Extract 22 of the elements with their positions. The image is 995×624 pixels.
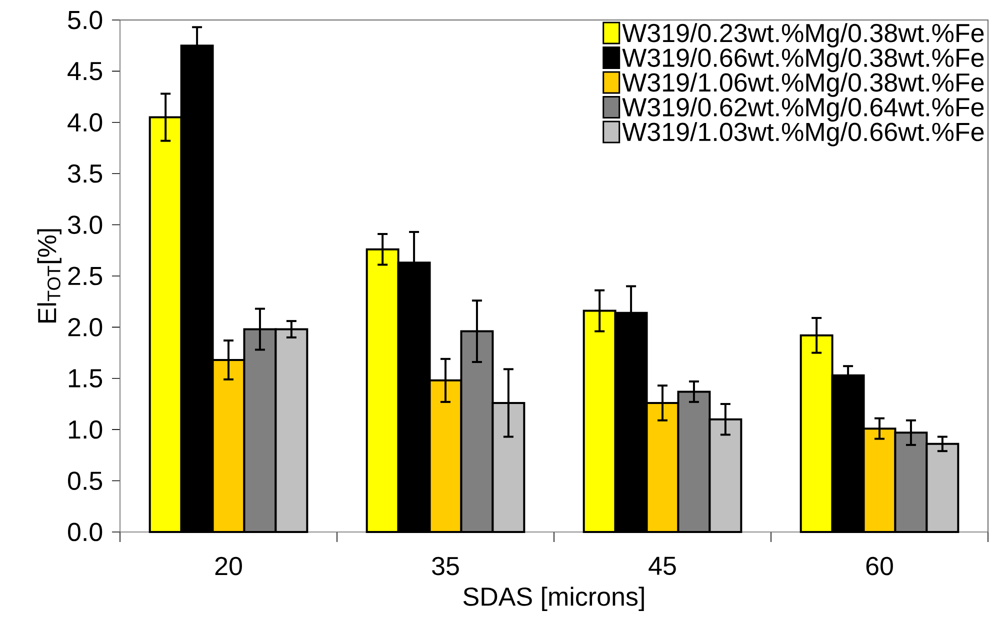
x-tick-label: 60 [866, 556, 893, 576]
y-tick-label: 4.0 [68, 113, 102, 132]
y-tick-label: 3.5 [68, 164, 102, 183]
y-tick-label: 1.5 [68, 369, 102, 388]
legend-label: W319/0.23wt.%Mg/0.38wt.%Fe [622, 23, 984, 48]
y-tick-label: 1.0 [68, 420, 102, 439]
x-tick-label: 20 [215, 556, 242, 576]
y-tick-label: 2.0 [68, 318, 102, 336]
y-tick-label: 4.5 [68, 62, 102, 80]
y-tick-label: 5.0 [68, 10, 102, 30]
legend-label: W319/1.06wt.%Mg/0.38wt.%Fe [622, 72, 984, 97]
x-tick-label: 45 [648, 556, 676, 575]
y-tick-label: 0.0 [68, 522, 102, 542]
legend-label: W319/0.62wt.%Mg/0.64wt.%Fe [622, 97, 984, 122]
y-tick-label: 0.5 [68, 472, 102, 490]
y-axis-title: El$_{TOT}$[%] [37, 229, 62, 322]
y-tick-label: 3.0 [68, 216, 102, 234]
x-tick-label: 35 [432, 556, 459, 576]
legend-label: W319/0.66wt.%Mg/0.38wt.%Fe [622, 48, 984, 72]
x-axis-title: SDAS [microns] [463, 586, 644, 612]
y-tick-label: 2.5 [68, 266, 102, 286]
legend-label: W319/1.03wt.%Mg/0.66wt.%Fe [622, 122, 984, 146]
